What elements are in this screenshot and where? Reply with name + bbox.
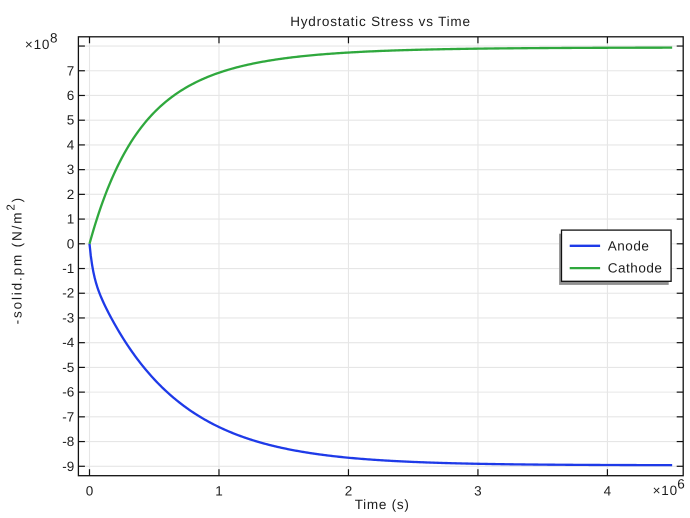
svg-text:6: 6: [67, 88, 75, 103]
svg-text:-4: -4: [62, 335, 74, 350]
svg-text:3: 3: [474, 483, 482, 498]
svg-text:-7: -7: [62, 409, 74, 424]
svg-text:-5: -5: [62, 360, 74, 375]
svg-text:Anode: Anode: [608, 238, 650, 253]
svg-text:0: 0: [86, 483, 94, 498]
svg-text:2: 2: [345, 483, 353, 498]
svg-text:1: 1: [215, 483, 223, 498]
svg-text:0: 0: [67, 236, 75, 251]
svg-text:Time (s): Time (s): [355, 497, 410, 512]
svg-text:×10: ×10: [25, 37, 50, 52]
svg-text:4: 4: [604, 483, 612, 498]
svg-text:-solid.pm (N/m2): -solid.pm (N/m2): [5, 196, 24, 324]
svg-text:-1: -1: [62, 261, 74, 276]
svg-text:3: 3: [67, 162, 75, 177]
svg-text:-6: -6: [62, 385, 74, 400]
svg-text:-3: -3: [62, 311, 74, 326]
svg-text:7: 7: [67, 63, 75, 78]
svg-text:Hydrostatic Stress vs Time: Hydrostatic Stress vs Time: [290, 14, 471, 29]
svg-text:-2: -2: [62, 286, 74, 301]
svg-text:4: 4: [67, 137, 75, 152]
svg-text:×10: ×10: [653, 483, 678, 498]
svg-text:6: 6: [677, 477, 685, 492]
svg-text:5: 5: [67, 113, 75, 128]
svg-text:-9: -9: [62, 459, 74, 474]
svg-text:1: 1: [67, 212, 75, 227]
svg-text:2: 2: [67, 187, 75, 202]
svg-text:Cathode: Cathode: [608, 261, 663, 276]
svg-text:8: 8: [50, 31, 58, 46]
svg-text:-8: -8: [62, 434, 74, 449]
